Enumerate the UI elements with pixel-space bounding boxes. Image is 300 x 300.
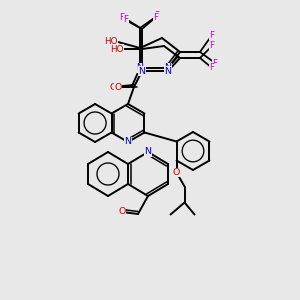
Text: F: F <box>209 31 214 40</box>
Text: F: F <box>212 58 217 68</box>
Text: F: F <box>124 14 128 23</box>
Text: N: N <box>164 64 172 73</box>
Text: O: O <box>118 208 126 217</box>
Text: N: N <box>145 148 152 157</box>
Text: N: N <box>139 67 145 76</box>
Text: F: F <box>209 41 214 50</box>
Text: F: F <box>209 64 214 73</box>
Text: N: N <box>164 67 172 76</box>
Text: HO: HO <box>110 44 124 53</box>
Text: F: F <box>119 14 124 22</box>
Text: N: N <box>136 64 143 73</box>
Text: F: F <box>154 13 158 22</box>
Text: O: O <box>114 82 122 91</box>
Text: O: O <box>109 83 117 92</box>
Text: O: O <box>173 168 180 177</box>
Text: F: F <box>154 11 160 20</box>
Text: N: N <box>124 137 131 146</box>
Text: HO: HO <box>104 38 118 46</box>
